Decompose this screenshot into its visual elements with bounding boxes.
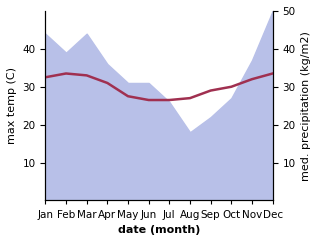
Y-axis label: med. precipitation (kg/m2): med. precipitation (kg/m2)	[301, 31, 311, 181]
Y-axis label: max temp (C): max temp (C)	[7, 67, 17, 144]
X-axis label: date (month): date (month)	[118, 225, 200, 235]
